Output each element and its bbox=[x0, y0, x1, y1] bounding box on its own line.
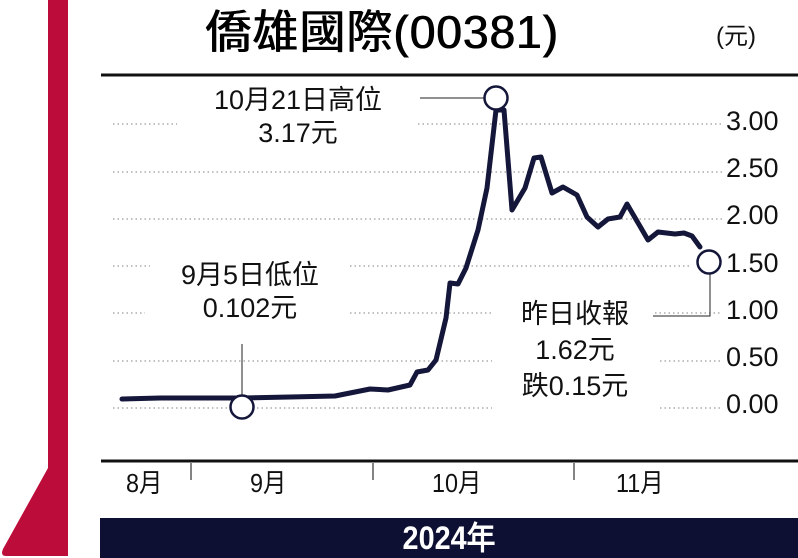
high-annotation-value: 3.17元 bbox=[258, 118, 338, 148]
low-annotation-value: 0.102元 bbox=[202, 293, 298, 323]
close-annotation-value: 1.62元 bbox=[535, 335, 615, 365]
x-tick-label-aug: 8月 bbox=[126, 468, 163, 498]
close-annotation: 昨日收報 1.62元 跌0.15元 bbox=[494, 294, 656, 406]
chart-title: 僑雄國際(00381) bbox=[205, 6, 559, 58]
y-tick-label: 0.50 bbox=[726, 342, 779, 372]
high-annotation-date: 10月21日高位 bbox=[213, 85, 383, 115]
y-tick-label: 1.00 bbox=[726, 295, 779, 325]
y-tick-label: 3.00 bbox=[726, 106, 779, 136]
year-banner: 2024年 bbox=[100, 518, 798, 558]
y-tick-label: 0.00 bbox=[726, 389, 779, 419]
low-annotation: 9月5日低位 0.102元 bbox=[150, 259, 350, 325]
close-leader-line bbox=[653, 272, 711, 317]
high-marker bbox=[483, 85, 509, 111]
red-accent-bar bbox=[2, 0, 68, 556]
gridlines bbox=[113, 123, 722, 409]
year-label: 2024年 bbox=[402, 520, 496, 556]
y-tick-label: 2.50 bbox=[726, 153, 779, 183]
x-tick-label-oct: 10月 bbox=[432, 468, 482, 498]
y-tick-label: 1.50 bbox=[726, 248, 779, 278]
unit-label: (元) bbox=[716, 23, 756, 50]
x-tick-label-sep: 9月 bbox=[250, 468, 287, 498]
close-annotation-change: 跌0.15元 bbox=[521, 371, 629, 401]
close-marker bbox=[696, 249, 722, 275]
high-annotation: 10月21日高位 3.17元 bbox=[180, 84, 416, 150]
close-annotation-label: 昨日收報 bbox=[521, 299, 629, 329]
low-annotation-date: 9月5日低位 bbox=[180, 260, 320, 290]
low-marker bbox=[229, 394, 255, 420]
y-tick-label: 2.00 bbox=[726, 200, 779, 230]
x-tick-label-nov: 11月 bbox=[616, 468, 664, 498]
